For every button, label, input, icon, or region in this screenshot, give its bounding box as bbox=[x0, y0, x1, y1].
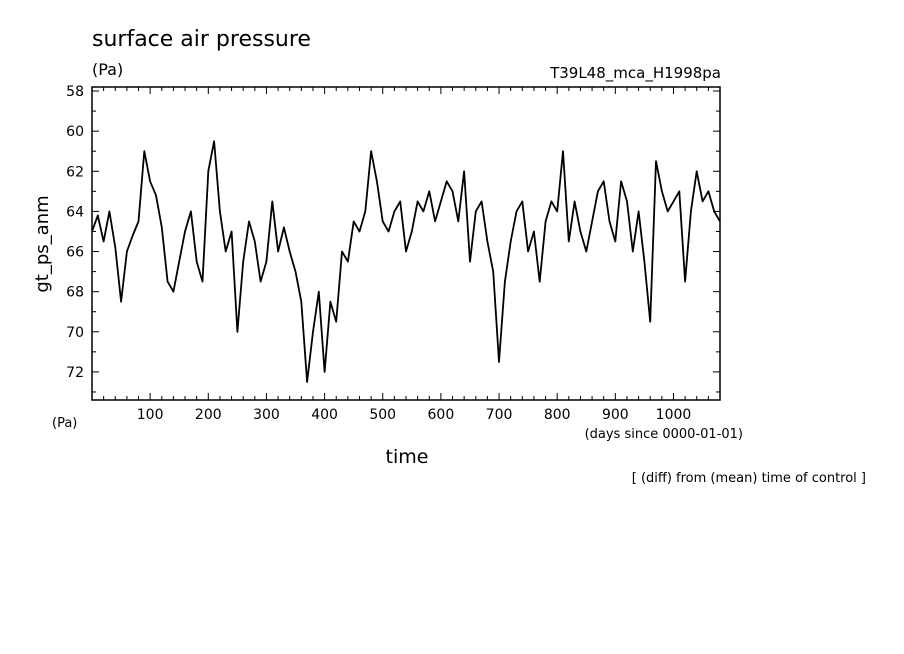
title-units: (Pa) bbox=[92, 60, 123, 79]
x-tick-label: 600 bbox=[428, 407, 455, 423]
y-tick-label: 72 bbox=[66, 365, 84, 381]
x-tick-label: 400 bbox=[311, 407, 338, 423]
x-tick-label: 1000 bbox=[656, 407, 692, 423]
series-group bbox=[91, 140, 721, 383]
y-tick-label: 66 bbox=[66, 245, 84, 261]
y-tick-label: 62 bbox=[66, 164, 84, 180]
x-tick-label: 800 bbox=[544, 407, 571, 423]
y-tick-label: 70 bbox=[66, 325, 84, 341]
experiment-label: T39L48_mca_H1998pa bbox=[549, 64, 721, 83]
y-ticks bbox=[92, 90, 720, 393]
x-tick-label: 100 bbox=[137, 407, 164, 423]
method-note: [ (diff) from (mean) time of control ] bbox=[632, 471, 866, 486]
x-tick-label: 900 bbox=[602, 407, 629, 423]
y-tick-label: 58 bbox=[66, 84, 84, 100]
y-tick-label: 68 bbox=[66, 285, 84, 301]
x-tick-label: 200 bbox=[195, 407, 222, 423]
chart-title: surface air pressure bbox=[92, 27, 311, 52]
x-axis-units: (days since 0000-01-01) bbox=[585, 427, 743, 442]
x-axis-label: time bbox=[386, 446, 429, 468]
plot-frame bbox=[91, 86, 721, 401]
y-axis-label: gt_ps_anm bbox=[32, 195, 53, 292]
x-tick-label: 500 bbox=[369, 407, 396, 423]
y-tick-label: 60 bbox=[66, 124, 84, 140]
x-tick-labels: 100 200 300 400 500 600 700 800 900 1000 bbox=[137, 407, 692, 423]
x-tick-label: 700 bbox=[486, 407, 513, 423]
y-tick-labels: 58 60 62 64 66 68 70 72 bbox=[66, 84, 84, 381]
series-line-gt-ps-anm bbox=[91, 140, 721, 383]
x-tick-label: 300 bbox=[253, 407, 280, 423]
y-axis-units: (Pa) bbox=[52, 416, 77, 431]
x-ticks bbox=[103, 87, 709, 400]
y-tick-label: 64 bbox=[66, 204, 84, 220]
